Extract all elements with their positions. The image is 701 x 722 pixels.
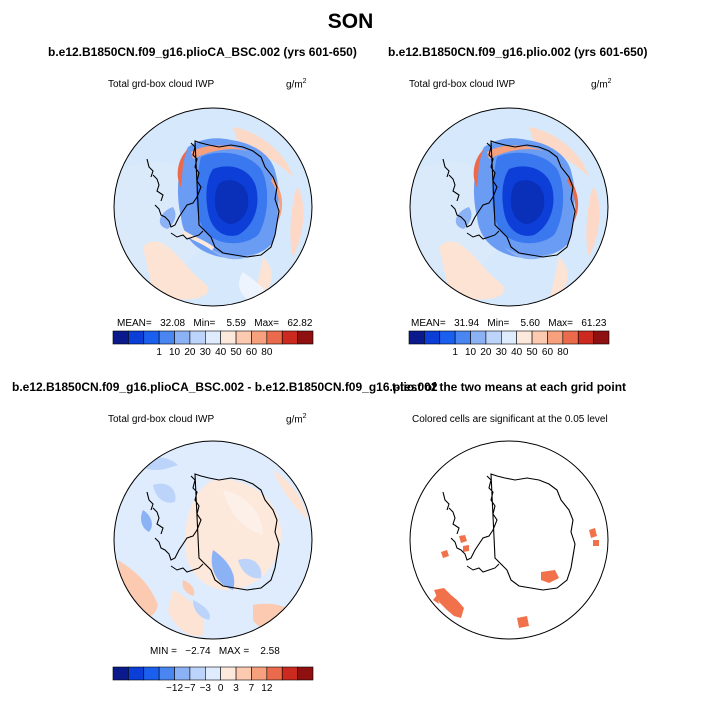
map-top-right [409, 107, 609, 307]
colorbar-box [439, 330, 456, 345]
colorbar-label: 3 [233, 683, 239, 694]
colorbar-label: −7 [184, 683, 196, 694]
colorbar-labels-bottom-left: −12 −7 −3 0 3 7 12 [113, 683, 313, 695]
colorbar-box [235, 330, 252, 345]
colorbar-box [454, 330, 471, 345]
stats-bottom-left: MIN = −2.74 MAX = 2.58 [150, 646, 280, 657]
colorbar-box [112, 666, 129, 681]
colorbar-label: 30 [495, 347, 507, 358]
colorbar-label: 50 [526, 347, 538, 358]
colorbar-label: 80 [557, 347, 569, 358]
colorbar-box [281, 666, 298, 681]
colorbar-label: 80 [261, 347, 273, 358]
colorbar-box [297, 666, 314, 681]
colorbar-box [189, 666, 206, 681]
colorbar-label: 7 [248, 683, 255, 694]
colorbar-label: 40 [215, 347, 227, 358]
variable-label-top-right: Total grd-box cloud IWP [409, 79, 516, 90]
colorbar-labels-top-right: 1 10 20 30 40 50 60 80 [409, 347, 609, 359]
colorbar-box [577, 330, 594, 345]
colorbar-box [485, 330, 502, 345]
colorbar-label: −12 [166, 683, 184, 694]
colorbar-box [470, 330, 487, 345]
panel-title-top-left: b.e12.B1850CN.f09_g16.plioCA_BSC.002 (yr… [48, 45, 357, 59]
colorbar-label: 60 [245, 347, 258, 358]
colorbar-box [128, 666, 145, 681]
panel-title-bottom-right: t-test of the two means at each grid poi… [392, 380, 627, 394]
map-bottom-left [113, 440, 313, 640]
colorbar-box [158, 666, 175, 681]
colorbar-box [547, 330, 564, 345]
colorbar-top-right [408, 330, 610, 345]
colorbar-top-left [112, 330, 314, 345]
colorbar-box [128, 330, 145, 345]
colorbar-box [189, 330, 206, 345]
map-top-left [113, 107, 313, 307]
colorbar-box [143, 330, 160, 345]
colorbar-label: 1 [156, 347, 162, 358]
colorbar-box [220, 666, 237, 681]
colorbar-label: 50 [230, 347, 242, 358]
colorbar-label: 10 [464, 347, 477, 358]
colorbar-label: 10 [168, 347, 181, 358]
colorbar-box [174, 330, 191, 345]
colorbar-label: 12 [261, 683, 273, 694]
colorbar-box [408, 330, 425, 345]
stats-top-right: MEAN= 31.94 Min= 5.60 Max= 61.23 [411, 318, 607, 329]
variable-label-bottom-right: Colored cells are significant at the 0.0… [412, 414, 608, 425]
colorbar-box [251, 330, 268, 345]
colorbar-box [251, 666, 268, 681]
colorbar-label: 20 [480, 347, 492, 358]
colorbar-box [266, 666, 283, 681]
map-bottom-right [409, 440, 609, 640]
panel-title-top-right: b.e12.B1850CN.f09_g16.plio.002 (yrs 601-… [388, 45, 648, 59]
units-top-left: g/m2 [286, 78, 307, 91]
colorbar-label: 1 [452, 347, 458, 358]
stats-top-left: MEAN= 32.08 Min= 5.59 Max= 62.82 [117, 318, 313, 329]
variable-label-bottom-left: Total grd-box cloud IWP [108, 414, 215, 425]
colorbar-box [174, 666, 191, 681]
colorbar-box [143, 666, 160, 681]
colorbar-box [531, 330, 548, 345]
figure-title: SON [327, 10, 374, 33]
colorbar-label: 40 [511, 347, 523, 358]
colorbar-box [501, 330, 517, 345]
colorbar-box [205, 666, 221, 681]
colorbar-box [220, 330, 237, 345]
colorbar-labels-top-left: 1 10 20 30 40 50 60 80 [113, 347, 313, 359]
colorbar-box [424, 330, 441, 345]
units-bottom-left: g/m2 [286, 413, 307, 426]
colorbar-label: 20 [184, 347, 196, 358]
variable-label-top-left: Total grd-box cloud IWP [108, 79, 215, 90]
colorbar-label: 60 [541, 347, 554, 358]
colorbar-label: 0 [217, 683, 224, 694]
colorbar-label: 30 [199, 347, 211, 358]
colorbar-box [297, 330, 314, 345]
colorbar-box [281, 330, 298, 345]
colorbar-box [516, 330, 533, 345]
colorbar-box [158, 330, 175, 345]
colorbar-box [266, 330, 283, 345]
colorbar-bottom-left [112, 666, 314, 681]
colorbar-box [593, 330, 610, 345]
colorbar-label: −3 [199, 683, 211, 694]
units-top-right: g/m2 [591, 78, 612, 91]
colorbar-box [205, 330, 221, 345]
colorbar-box [235, 666, 252, 681]
colorbar-box [562, 330, 579, 345]
colorbar-box [112, 330, 129, 345]
panel-title-bottom-left: b.e12.B1850CN.f09_g16.plioCA_BSC.002 - b… [12, 380, 438, 394]
